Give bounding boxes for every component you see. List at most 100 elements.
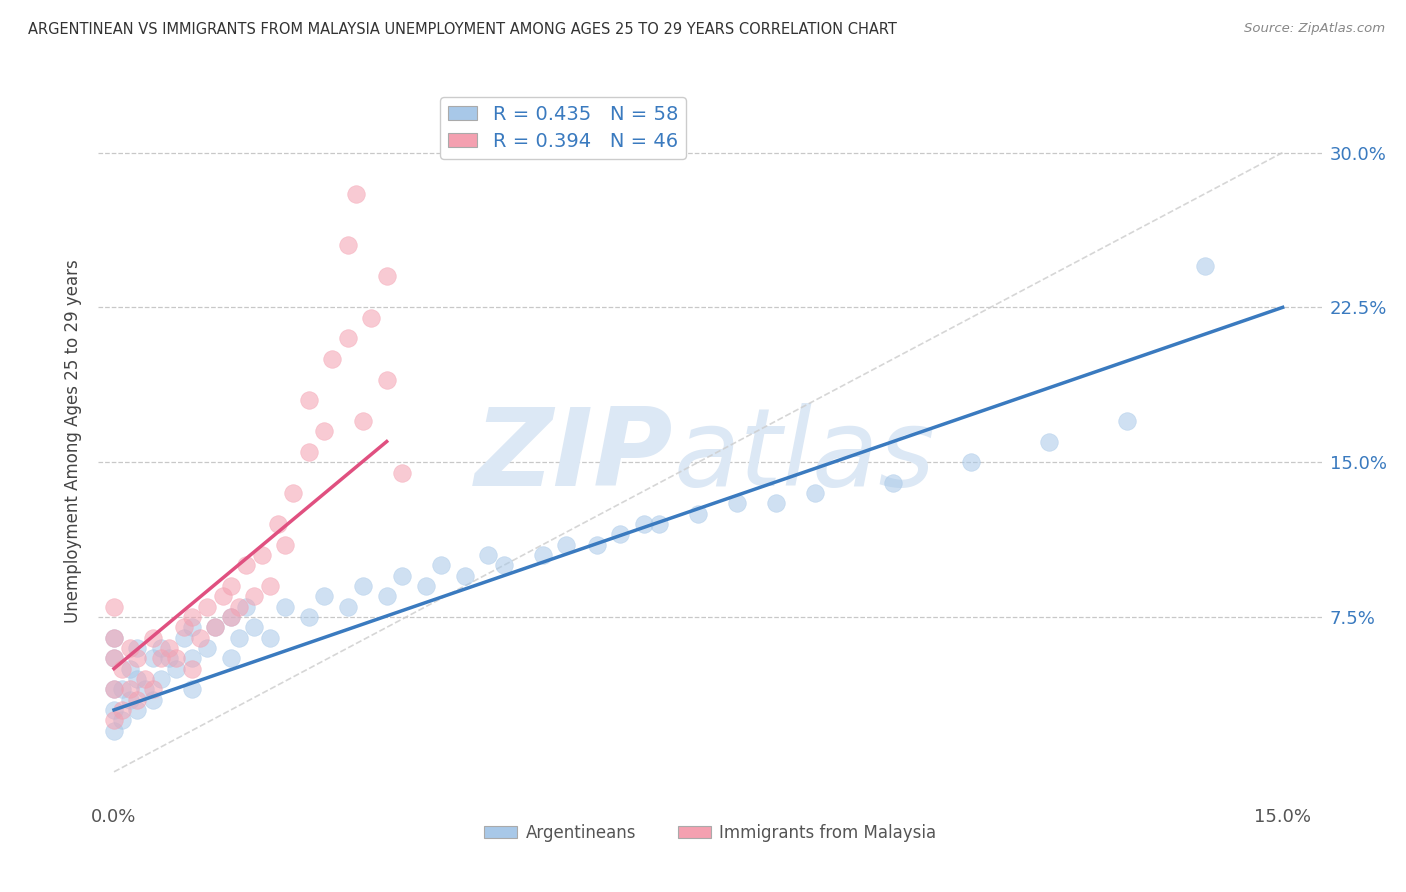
Point	[554, 538, 576, 552]
Point	[212, 590, 235, 604]
Point	[259, 631, 281, 645]
Point	[336, 238, 359, 252]
Point	[243, 590, 266, 604]
Point	[391, 466, 413, 480]
Point	[197, 599, 219, 614]
Point	[118, 682, 141, 697]
Point	[103, 682, 125, 697]
Point	[118, 662, 141, 676]
Point	[149, 672, 172, 686]
Point	[633, 517, 655, 532]
Point	[531, 548, 554, 562]
Point	[219, 610, 242, 624]
Point	[375, 269, 398, 284]
Point	[609, 527, 631, 541]
Point	[219, 579, 242, 593]
Point	[142, 651, 165, 665]
Point	[375, 373, 398, 387]
Legend: Argentineans, Immigrants from Malaysia: Argentineans, Immigrants from Malaysia	[477, 817, 943, 848]
Point	[298, 445, 321, 459]
Point	[180, 682, 202, 697]
Point	[274, 599, 297, 614]
Point	[235, 599, 257, 614]
Point	[274, 538, 297, 552]
Point	[804, 486, 827, 500]
Point	[765, 496, 787, 510]
Point	[266, 517, 288, 532]
Point	[157, 651, 180, 665]
Text: ARGENTINEAN VS IMMIGRANTS FROM MALAYSIA UNEMPLOYMENT AMONG AGES 25 TO 29 YEARS C: ARGENTINEAN VS IMMIGRANTS FROM MALAYSIA …	[28, 22, 897, 37]
Point	[314, 590, 336, 604]
Point	[219, 651, 242, 665]
Point	[103, 651, 125, 665]
Point	[298, 610, 321, 624]
Point	[149, 640, 172, 655]
Point	[321, 351, 343, 366]
Point	[165, 651, 187, 665]
Point	[298, 393, 321, 408]
Point	[314, 424, 336, 438]
Point	[103, 713, 125, 727]
Text: ZIP: ZIP	[475, 403, 673, 509]
Point	[477, 548, 499, 562]
Point	[127, 703, 149, 717]
Point	[111, 682, 134, 697]
Point	[180, 620, 202, 634]
Point	[492, 558, 515, 573]
Point	[375, 590, 398, 604]
Point	[283, 486, 305, 500]
Point	[960, 455, 983, 469]
Point	[204, 620, 226, 634]
Point	[228, 599, 250, 614]
Point	[725, 496, 748, 510]
Point	[648, 517, 671, 532]
Point	[360, 310, 382, 325]
Point	[453, 568, 475, 582]
Point	[586, 538, 609, 552]
Point	[352, 414, 374, 428]
Text: atlas: atlas	[673, 403, 935, 508]
Point	[243, 620, 266, 634]
Point	[173, 631, 195, 645]
Point	[103, 631, 125, 645]
Point	[259, 579, 281, 593]
Point	[142, 682, 165, 697]
Point	[127, 692, 149, 706]
Point	[142, 692, 165, 706]
Y-axis label: Unemployment Among Ages 25 to 29 years: Unemployment Among Ages 25 to 29 years	[65, 260, 83, 624]
Point	[134, 672, 156, 686]
Point	[103, 651, 125, 665]
Point	[103, 631, 125, 645]
Point	[235, 558, 257, 573]
Point	[127, 640, 149, 655]
Point	[118, 692, 141, 706]
Point	[180, 662, 202, 676]
Point	[188, 631, 211, 645]
Point	[111, 713, 134, 727]
Point	[165, 662, 187, 676]
Point	[344, 186, 367, 201]
Point	[180, 610, 202, 624]
Point	[1115, 414, 1137, 428]
Point	[180, 651, 202, 665]
Point	[149, 651, 172, 665]
Point	[688, 507, 710, 521]
Point	[391, 568, 413, 582]
Point	[352, 579, 374, 593]
Point	[103, 682, 125, 697]
Point	[134, 682, 156, 697]
Point	[336, 331, 359, 345]
Point	[336, 599, 359, 614]
Point	[173, 620, 195, 634]
Point	[415, 579, 437, 593]
Point	[1038, 434, 1060, 449]
Point	[430, 558, 453, 573]
Text: Source: ZipAtlas.com: Source: ZipAtlas.com	[1244, 22, 1385, 36]
Point	[127, 651, 149, 665]
Point	[127, 672, 149, 686]
Point	[197, 640, 219, 655]
Point	[157, 640, 180, 655]
Point	[111, 703, 134, 717]
Point	[228, 631, 250, 645]
Point	[103, 599, 125, 614]
